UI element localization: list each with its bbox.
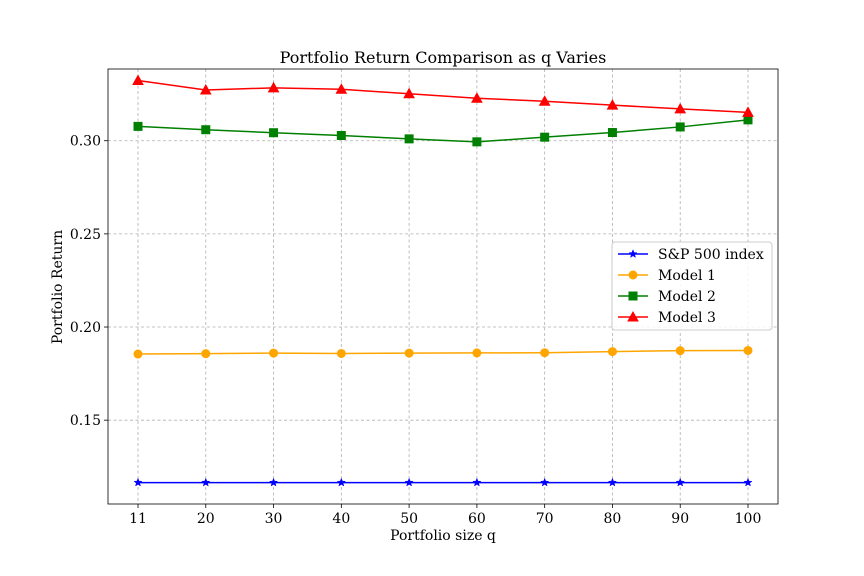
data-point: [201, 349, 211, 359]
axes: 11 20 30 40 50 60 70 80 90 100 0.15 0.20 0.25 0.30: [70, 134, 762, 527]
data-point: [540, 348, 550, 358]
data-point: [742, 106, 754, 117]
legend-label: Model 2: [658, 289, 716, 305]
legend-item: S&P 500 index: [618, 247, 764, 263]
data-point: [201, 477, 211, 487]
data-point: [267, 81, 280, 93]
legend-item: Model 1: [618, 268, 716, 284]
data-point: [607, 128, 617, 138]
series-1: [133, 477, 753, 487]
legend-label: S&P 500 index: [658, 247, 764, 263]
data-point: [133, 349, 143, 359]
data-point: [132, 74, 144, 86]
legend: S&P 500 index Model 1 Model 2 Model 3: [611, 241, 773, 331]
data-point: [675, 122, 685, 132]
series-group: [132, 74, 754, 487]
legend-label: Model 3: [658, 310, 716, 326]
x-tick-label: 100: [735, 511, 762, 527]
data-point: [675, 477, 685, 487]
data-point: [404, 348, 414, 358]
y-tick-label: 0.20: [70, 320, 101, 336]
series-2: [133, 345, 753, 359]
legend-label: Model 1: [658, 268, 716, 284]
y-tick-label: 0.25: [70, 227, 101, 243]
data-point: [471, 92, 483, 103]
legend-marker: [628, 249, 638, 258]
x-axis-label: Portfolio size q: [390, 528, 496, 544]
legend-box: [611, 241, 773, 331]
x-tick-label: 11: [129, 511, 147, 527]
data-point: [403, 87, 415, 99]
data-point: [540, 132, 550, 142]
plot-area: [107, 68, 779, 505]
data-point: [540, 477, 550, 487]
data-point: [133, 121, 143, 131]
x-tick-label: 90: [671, 511, 689, 527]
data-point: [607, 477, 618, 487]
data-point: [606, 99, 619, 110]
data-point: [675, 346, 685, 356]
x-tick-label: 60: [468, 511, 486, 527]
series-line: [137, 79, 749, 114]
x-tick-label: 30: [265, 511, 283, 527]
chart-title: Portfolio Return Comparison as q Varies: [280, 48, 607, 67]
data-point: [743, 345, 753, 355]
data-point: [743, 477, 753, 487]
data-point: [336, 477, 346, 487]
x-tick-label: 40: [332, 511, 350, 527]
legend-item: Model 3: [618, 310, 716, 326]
data-point: [404, 134, 414, 144]
x-tick-label: 50: [400, 511, 418, 527]
data-point: [743, 115, 753, 125]
data-point: [269, 348, 279, 358]
legend-marker: [628, 270, 638, 280]
data-point: [674, 102, 687, 114]
legend-item: Model 2: [618, 289, 716, 305]
series-line: [137, 119, 749, 143]
x-tick-label: 20: [197, 511, 215, 527]
data-point: [268, 477, 279, 487]
data-point: [336, 348, 346, 358]
data-point: [199, 84, 212, 95]
data-point: [269, 128, 279, 138]
data-point: [133, 477, 143, 487]
data-point: [404, 477, 414, 487]
legend-marker: [627, 310, 639, 322]
series-4: [132, 74, 754, 117]
series-3: [133, 115, 753, 147]
y-tick-label: 0.30: [70, 134, 101, 150]
legend-marker: [628, 291, 638, 301]
data-point: [472, 137, 482, 147]
x-tick-label: 70: [536, 511, 554, 527]
data-point: [201, 125, 211, 135]
data-point: [607, 347, 617, 357]
x-tick-label: 80: [604, 511, 622, 527]
data-point: [538, 95, 551, 106]
data-point: [472, 348, 482, 358]
data-point: [335, 83, 348, 94]
data-point: [472, 477, 482, 487]
y-tick-label: 0.15: [70, 413, 101, 429]
data-point: [336, 131, 346, 141]
series-line: [137, 349, 749, 355]
y-axis-label: Portfolio Return: [50, 230, 66, 344]
